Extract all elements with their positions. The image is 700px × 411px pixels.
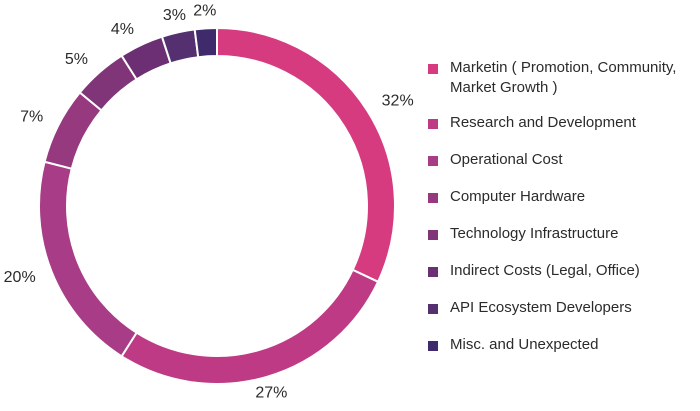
slice-percent-label: 27% (255, 384, 287, 401)
slice-percent-label: 2% (193, 3, 216, 20)
legend-swatch (428, 119, 438, 129)
legend-label: Technology Infrastructure (450, 225, 619, 242)
legend-swatch (428, 304, 438, 314)
slice-percent-label: 4% (111, 21, 134, 38)
slice-percent-label: 32% (382, 93, 414, 110)
legend-item: Indirect Costs (Legal, Office) (428, 261, 696, 281)
legend-swatch (428, 267, 438, 277)
slice-percent-label: 20% (4, 269, 36, 286)
legend-swatch (428, 193, 438, 203)
legend-item: API Ecosystem Developers (428, 298, 696, 318)
legend-item: Operational Cost (428, 150, 696, 170)
donut-slice (38, 160, 139, 358)
donut-slice (120, 268, 380, 385)
legend-item: Marketin ( Promotion, Community, Market … (428, 58, 696, 98)
legend-swatch (428, 156, 438, 166)
donut-slice (193, 26, 218, 59)
legend-label: Research and Development (450, 114, 636, 131)
legend-swatch (428, 341, 438, 351)
legend-item: Research and Development (428, 113, 696, 133)
chart-legend: Marketin ( Promotion, Community, Market … (428, 58, 696, 372)
legend-label: Operational Cost (450, 151, 563, 168)
legend-swatch (428, 64, 438, 74)
legend-swatch (428, 230, 438, 240)
donut-slice (216, 26, 396, 284)
legend-item: Technology Infrastructure (428, 224, 696, 244)
legend-item: Misc. and Unexpected (428, 335, 696, 355)
slice-percent-label: 7% (20, 109, 43, 126)
legend-label: Misc. and Unexpected (450, 336, 599, 353)
legend-label: Marketin ( Promotion, Community, Market … (450, 59, 677, 96)
legend-item: Computer Hardware (428, 187, 696, 207)
slice-percent-label: 3% (163, 7, 186, 24)
slice-percent-label: 5% (65, 51, 88, 68)
legend-label: API Ecosystem Developers (450, 299, 632, 316)
legend-label: Computer Hardware (450, 188, 586, 205)
legend-label: Indirect Costs (Legal, Office) (450, 262, 640, 279)
